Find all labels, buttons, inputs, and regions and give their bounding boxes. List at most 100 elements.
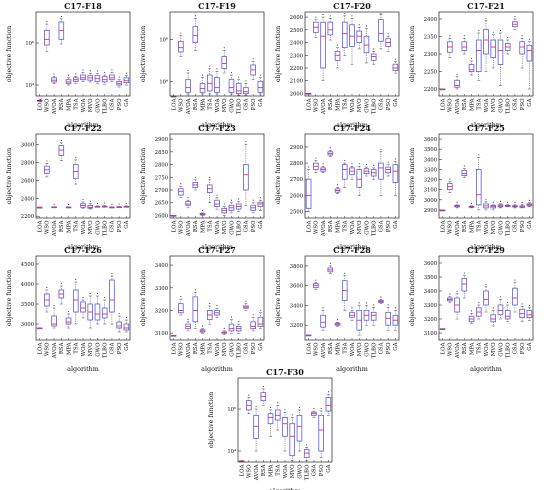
outlier-point [351, 307, 353, 309]
x-tick-label: RSA [328, 98, 334, 110]
y-tick-label: 3500 [21, 302, 34, 308]
x-tick-label: WOA [215, 98, 221, 112]
y-axis-label: objective function [275, 148, 282, 204]
box-loa [170, 95, 177, 98]
outlier-point [358, 302, 360, 304]
box-tsa [341, 272, 348, 311]
outlier-point [315, 16, 317, 18]
outlier-point [180, 183, 182, 185]
x-axis-label: algorithm [201, 365, 233, 373]
box-avoa [51, 73, 57, 84]
outlier-point [507, 301, 509, 304]
outlier-point [187, 318, 189, 320]
box-tsa [274, 402, 281, 431]
x-tick-label: MPA [469, 220, 475, 233]
outlier-point [463, 35, 465, 37]
outlier-point [380, 12, 382, 15]
outlier-point [96, 70, 99, 72]
outlier-point [238, 198, 240, 200]
x-axis-label: algorithm [67, 243, 99, 251]
outlier-point [53, 73, 55, 75]
box-rsa [327, 15, 334, 41]
x-tick-label: MVO [491, 342, 497, 356]
box-pso [250, 58, 256, 80]
x-tick-label: PSO [386, 342, 392, 354]
outlier-point [485, 283, 487, 285]
outlier-point [387, 161, 389, 163]
box-pso [116, 76, 122, 88]
outlier-point [329, 262, 331, 264]
box-avoa [320, 307, 326, 331]
box-loa [439, 88, 446, 91]
box-gsa [109, 69, 115, 82]
box-mpa [334, 319, 341, 327]
outlier-point [344, 272, 346, 274]
box-woa [483, 283, 489, 313]
outlier-point [201, 325, 204, 327]
x-tick-label: WSO [45, 98, 51, 112]
outlier-point [75, 278, 77, 281]
box-mvo [87, 200, 94, 210]
box-iqr [378, 162, 384, 180]
x-tick-label: TLBO [236, 98, 242, 114]
box-gwo [94, 292, 101, 325]
x-tick-label: GSA [379, 342, 385, 354]
x-tick-label: LOA [440, 342, 446, 354]
y-axis-label: objective function [275, 26, 282, 82]
x-tick-label: RSA [261, 464, 267, 476]
box-gsa [512, 15, 518, 30]
outlier-point [194, 15, 196, 17]
chart-title: C17-F18 [64, 1, 102, 11]
x-tick-label: PSO [386, 98, 392, 110]
x-tick-label: GWO [95, 220, 101, 235]
outlier-point [89, 70, 91, 72]
box-ga [325, 391, 332, 416]
x-tick-label: MVO [357, 342, 363, 356]
box-iqr [363, 35, 370, 54]
outlier-point [365, 25, 368, 27]
chart-panel-c17-f29: C17-F29 3100 3200 3300 3400 3500 3600 objective… [409, 245, 534, 373]
x-tick-label: WOA [484, 342, 490, 356]
box-iqr [385, 311, 391, 326]
box-gwo [228, 199, 235, 214]
box-iqr [378, 19, 384, 42]
box-mpa [199, 74, 206, 95]
box-tlbo [370, 304, 377, 326]
box-ga [257, 309, 264, 329]
box-avoa [454, 201, 460, 209]
outlier-point [485, 198, 487, 200]
x-tick-label: MPA [469, 98, 475, 111]
box-rsa [260, 385, 267, 406]
outlier-point [463, 165, 465, 167]
outlier-point [463, 272, 465, 274]
outlier-point [67, 310, 70, 313]
x-tick-label: RSA [328, 342, 334, 354]
box-mpa [334, 184, 341, 195]
outlier-point [252, 314, 254, 316]
outlier-point [365, 164, 368, 166]
x-tick-label: RSA [193, 98, 199, 110]
y-tick-label: 10⁴ [159, 79, 168, 85]
x-tick-label: TSA [74, 342, 80, 353]
x-tick-label: GA [258, 98, 264, 106]
box-rsa [58, 15, 65, 45]
outlier-point [209, 65, 211, 67]
x-tick-label: WOA [283, 464, 289, 478]
x-tick-label: MVO [491, 220, 497, 234]
x-tick-label: GA [393, 98, 399, 106]
outlier-point [380, 148, 382, 150]
x-tick-label: RSA [462, 342, 468, 354]
box-woa [349, 163, 355, 180]
outlier-point [216, 68, 218, 70]
x-axis-label: algorithm [470, 243, 502, 251]
x-tick-label: GA [258, 342, 264, 350]
outlier-point [373, 304, 375, 306]
box-iqr [192, 296, 199, 323]
box-iqr [178, 40, 184, 53]
box-gsa [243, 300, 249, 311]
box-mvo [490, 31, 497, 69]
outlier-point [82, 296, 84, 299]
chart-title: C17-F26 [64, 245, 102, 255]
y-tick-label: 2400 [21, 196, 34, 202]
box-iqr [461, 41, 468, 51]
